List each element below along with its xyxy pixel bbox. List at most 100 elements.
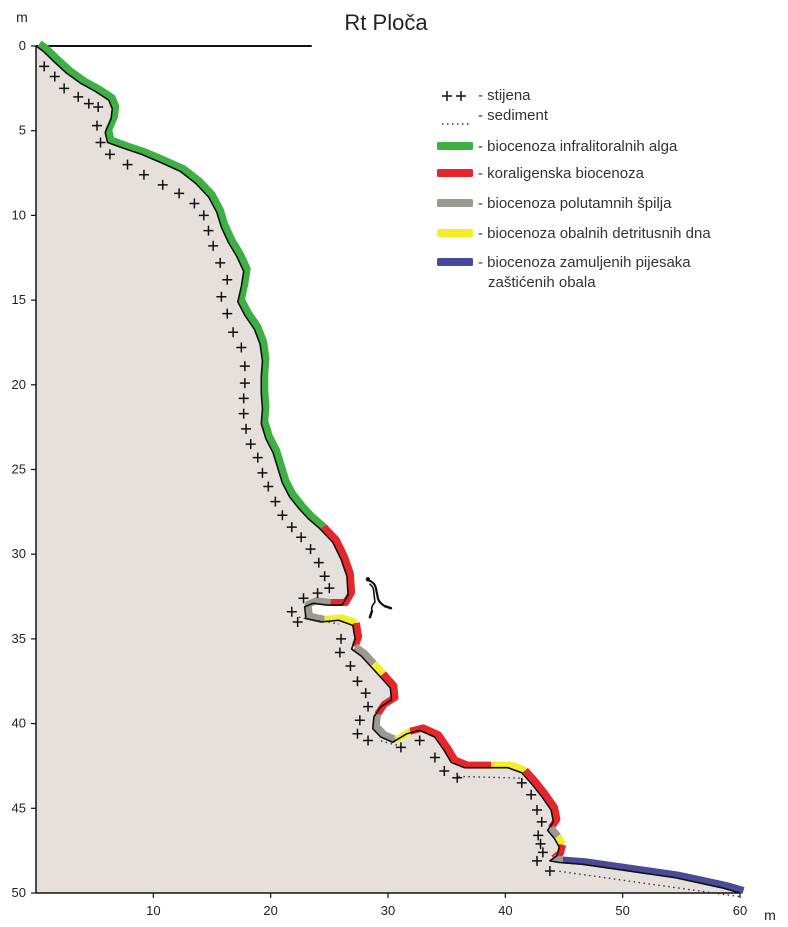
rock-mark-56 <box>439 766 450 777</box>
legend-label-grey: - biocenoza polutamnih špilja <box>478 195 672 212</box>
rock-mark-16 <box>208 240 219 251</box>
rock-mark-40 <box>312 588 323 599</box>
rock-mark-13 <box>189 198 200 209</box>
rock-mark-32 <box>270 496 281 507</box>
zone-grey-16 <box>552 854 564 864</box>
rock-mark-8 <box>104 149 115 160</box>
rock-mark-41 <box>298 593 309 604</box>
rock-mark-17 <box>215 257 226 268</box>
legend-label-sediment: - sediment <box>478 107 549 124</box>
rock-mark-48 <box>360 688 371 699</box>
zone-yellow-14 <box>555 834 566 847</box>
zone-blue-17 <box>562 856 745 894</box>
rock-mark-29 <box>252 452 263 463</box>
legend-label-blue: - biocenoza zamuljenih pijesaka <box>478 254 691 271</box>
x-tick-label-60: 60 <box>733 903 747 918</box>
seabed-profile-line <box>35 45 741 894</box>
legend-swatch-yellow <box>437 229 473 237</box>
legend-swatch-red <box>437 169 473 177</box>
rock-mark-42 <box>286 606 297 617</box>
rock-mark-45 <box>334 647 345 658</box>
x-tick-label-40: 40 <box>498 903 512 918</box>
sediment-segment-3 <box>559 870 741 898</box>
legend-rock-symbol <box>442 91 452 101</box>
rock-mark-20 <box>222 308 233 319</box>
rock-mark-11 <box>157 179 168 190</box>
rock-mark-57 <box>452 772 463 783</box>
legend-item-blue: - biocenoza zamuljenih pijesaka zaštićeni… <box>437 254 691 291</box>
x-tick-label-30: 30 <box>381 903 395 918</box>
zone-red-10 <box>409 724 492 769</box>
seabed-fill <box>36 46 740 893</box>
rock-mark-46 <box>345 661 356 672</box>
zone-red-1 <box>320 523 356 607</box>
rock-mark-64 <box>537 847 548 858</box>
legend-swatch-grey <box>437 199 473 207</box>
rock-mark-4 <box>83 98 94 109</box>
rock-mark-51 <box>352 728 363 739</box>
rock-mark-2 <box>59 83 70 94</box>
rock-mark-43 <box>292 616 303 627</box>
plot-area <box>35 40 745 898</box>
legend-swatch-green <box>437 142 473 150</box>
rock-mark-5 <box>93 101 104 112</box>
chart-title: Rt Ploča <box>344 10 428 35</box>
rock-mark-27 <box>241 423 252 434</box>
axes: 0 5 10 15 20 25 30 35 40 45 50 10 20 30 40 50 60 <box>12 38 748 918</box>
rock-mark-62 <box>533 830 544 841</box>
rock-mark-1 <box>49 71 60 82</box>
legend-item-rock: - stijena <box>442 87 531 104</box>
rock-mark-54 <box>414 735 425 746</box>
rock-mark-26 <box>238 408 249 419</box>
rock-mark-23 <box>239 361 250 372</box>
zone-red-7 <box>374 671 399 717</box>
legend-label-yellow: - biocenoza obalnih detritusnih dna <box>478 225 711 242</box>
rock-mark-49 <box>363 701 374 712</box>
y-tick-label-25: 25 <box>12 462 26 477</box>
zone-grey-8 <box>372 713 398 743</box>
y-tick-label-45: 45 <box>12 800 26 815</box>
rock-mark-12 <box>174 188 185 199</box>
legend-label-red: - koraligenska biocenoza <box>478 165 645 182</box>
zone-grey-2 <box>304 597 331 623</box>
rock-mark-59 <box>526 789 537 800</box>
rock-mark-38 <box>319 571 330 582</box>
zone-yellow-11 <box>491 761 527 774</box>
rock-mark-37 <box>313 557 324 568</box>
y-tick-label-40: 40 <box>12 716 26 731</box>
legend-item-red: - koraligenska biocenoza <box>437 165 645 182</box>
legend-label-green: - biocenoza infralitoralnih alga <box>478 138 678 155</box>
rock-mark-18 <box>222 274 233 285</box>
x-tick-label-20: 20 <box>263 903 277 918</box>
x-tick-label-50: 50 <box>615 903 629 918</box>
rock-mark-50 <box>354 715 365 726</box>
x-tick-label-10: 10 <box>146 903 160 918</box>
rock-mark-55 <box>429 752 440 763</box>
diver-icon <box>365 577 393 619</box>
rock-mark-35 <box>296 532 307 543</box>
y-tick-label-15: 15 <box>12 292 26 307</box>
rock-mark-10 <box>138 169 149 180</box>
sediment-segment-2 <box>458 775 521 779</box>
rock-mark-24 <box>239 378 250 389</box>
y-tick-label-30: 30 <box>12 546 26 561</box>
rock-mark-7 <box>95 137 106 148</box>
y-unit-label: m <box>16 9 28 25</box>
rock-mark-6 <box>92 120 103 131</box>
rock-mark-33 <box>277 510 288 521</box>
rock-mark-66 <box>544 865 555 876</box>
zone-red-4 <box>351 622 363 648</box>
rock-mark-22 <box>236 342 247 353</box>
rock-mark-3 <box>73 91 84 102</box>
rock-mark-52 <box>363 735 374 746</box>
rock-mark-63 <box>535 838 546 849</box>
rock-mark-25 <box>238 393 249 404</box>
zone-green-0 <box>37 40 326 529</box>
rock-mark-31 <box>263 481 274 492</box>
rock-mark-58 <box>516 777 527 788</box>
rock-mark-34 <box>286 522 297 533</box>
legend: - stijena - sediment - biocenoza infralito… <box>437 87 711 291</box>
zone-grey-5 <box>353 643 377 666</box>
legend-item-green: - biocenoza infralitoralnih alga <box>437 138 678 155</box>
